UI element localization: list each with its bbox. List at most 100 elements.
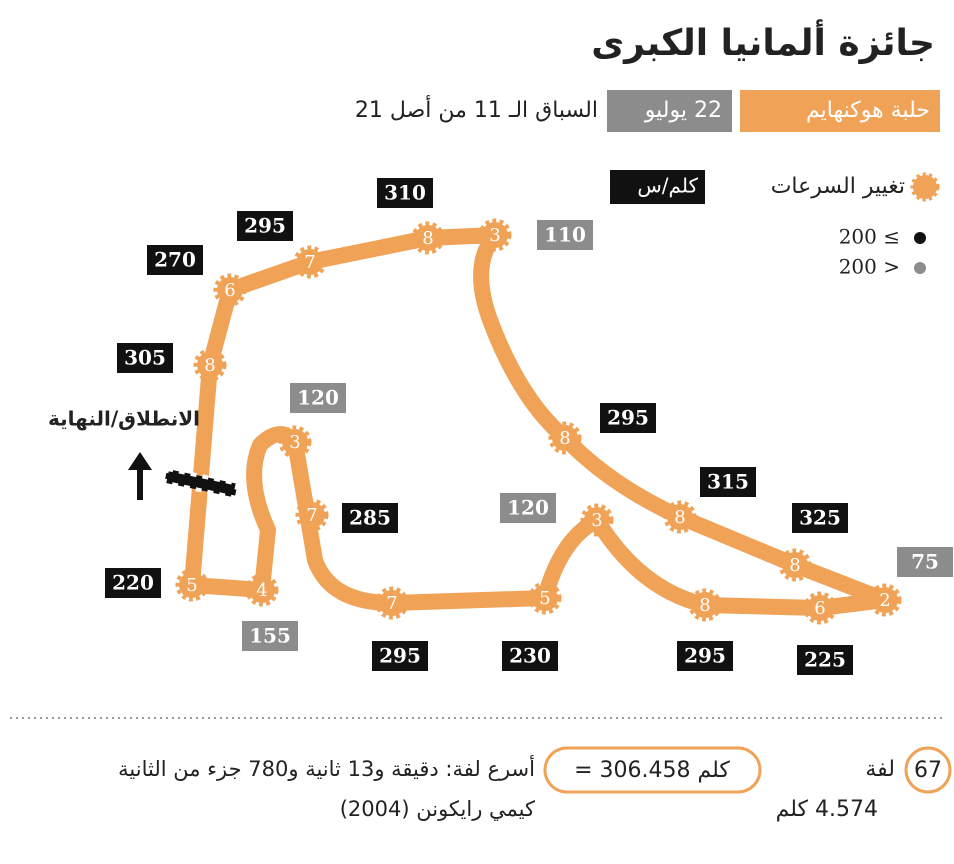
gear (193, 348, 227, 382)
gear-number: 3 (289, 432, 300, 453)
speed: 315 (707, 470, 749, 494)
gear (175, 568, 209, 602)
gear-number: 8 (789, 555, 800, 576)
speed: 110 (544, 223, 586, 247)
speed: 295 (684, 644, 726, 668)
driver: كيمي رايكونن (2004) (340, 797, 535, 821)
laps-label: لفة (865, 757, 895, 782)
speed: 295 (379, 644, 421, 668)
gear (688, 588, 722, 622)
circuit-chip (740, 90, 940, 132)
distance: = 306.458 كلم (574, 758, 730, 783)
speed-chip (537, 220, 593, 250)
speed-chip (147, 245, 203, 275)
round: السباق الـ 11 من أصل 21 (355, 95, 598, 123)
gear-number: 8 (559, 428, 570, 449)
speed: 230 (509, 644, 551, 668)
speed-chip (600, 403, 656, 433)
gear-number: 6 (814, 598, 825, 619)
date: 22 يوليو (644, 98, 722, 123)
speed: 310 (384, 181, 426, 205)
gear-number: 8 (674, 507, 685, 528)
gear-number: 4 (256, 580, 267, 601)
gear-number: 3 (591, 510, 602, 531)
laps-circle (904, 746, 952, 794)
speed-chip (792, 503, 848, 533)
gear (548, 421, 582, 455)
gear (580, 503, 614, 537)
gear-number: 6 (224, 280, 235, 301)
speed: 225 (804, 648, 846, 672)
gear (803, 591, 837, 625)
speed-chip (897, 547, 953, 577)
speed-chip (677, 641, 733, 671)
unit-chip (610, 170, 705, 204)
speed-chip (342, 503, 398, 533)
gear-number: 3 (489, 225, 500, 246)
gear (245, 573, 279, 607)
start-label: الانطلاق/النهاية (48, 407, 200, 431)
speed-chip (372, 641, 428, 671)
gear-number: 7 (306, 505, 317, 526)
speed: 295 (607, 406, 649, 430)
gear (278, 425, 312, 459)
circuit: حلبة هوكنهايم (806, 98, 930, 123)
gear-number: 8 (699, 595, 710, 616)
legend-slow: 200 > (839, 255, 900, 279)
laps: 67 (914, 758, 942, 783)
speed: 120 (507, 496, 549, 520)
speed: 220 (112, 571, 154, 595)
speed-chip (242, 621, 298, 651)
gear-number: 5 (186, 575, 197, 596)
speed: 295 (244, 214, 286, 238)
pit-lane (211, 309, 243, 576)
speed-chip (502, 641, 558, 671)
speed: 120 (297, 386, 339, 410)
speed: 270 (154, 248, 196, 272)
legend-fast: 200 ≤ (839, 225, 900, 249)
gear-number: 8 (204, 355, 215, 376)
speed-chip (105, 568, 161, 598)
gear (528, 581, 562, 615)
legend-dot (914, 262, 926, 274)
speed: 155 (249, 624, 291, 648)
gear-number: 7 (386, 593, 397, 614)
gear (778, 548, 812, 582)
gear (868, 583, 902, 617)
speed-chip (797, 645, 853, 675)
speed: 285 (349, 506, 391, 530)
gear-number: 7 (304, 252, 315, 273)
fastest-lap: أسرع لفة: دقيقة و13 ثانية و780 جزء من ال… (118, 755, 535, 781)
title: جائزة ألمانيا الكبرى (591, 19, 935, 64)
gear (663, 500, 697, 534)
gear (375, 586, 409, 620)
legend-label: تغيير السرعات (771, 174, 905, 199)
speed-chip (237, 211, 293, 241)
finish-line (161, 466, 241, 500)
speed-chip (700, 467, 756, 497)
speed-chip (117, 343, 173, 373)
lap-length: 4.574 كلم (776, 797, 878, 822)
gear (411, 221, 445, 255)
speed: 305 (124, 346, 166, 370)
gear (478, 218, 512, 252)
gear-number: 8 (422, 228, 433, 249)
gear (213, 273, 247, 307)
distance-pill (543, 746, 762, 794)
gear (295, 498, 329, 532)
speed-chip (290, 383, 346, 413)
gear (293, 245, 327, 279)
arrow (128, 452, 152, 500)
date-chip (607, 90, 732, 132)
legend-gear (910, 172, 940, 202)
speed: 325 (799, 506, 841, 530)
speed-chip (377, 178, 433, 208)
speed-chip (500, 493, 556, 523)
gear-number: 5 (539, 588, 550, 609)
legend-dot (914, 232, 926, 244)
legend-unit: كلم/س (637, 174, 698, 198)
speed: 75 (911, 550, 939, 574)
gear-number: 2 (879, 590, 890, 611)
track (184, 227, 893, 616)
